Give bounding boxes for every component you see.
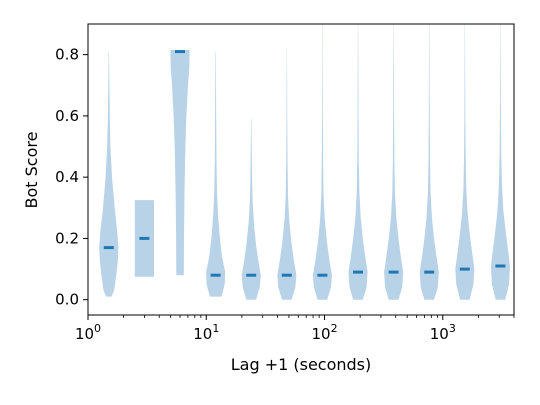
y-axis-label: Bot Score	[22, 132, 41, 209]
violin-12	[490, 24, 510, 300]
violin-1	[99, 51, 119, 297]
y-axis: 0.0 0.2 0.4 0.6 0.8	[55, 46, 88, 309]
violin-10	[419, 24, 439, 300]
violin-9	[384, 24, 404, 300]
x-tick-label-0: 100	[75, 322, 101, 343]
x-tick-label-1: 101	[193, 322, 219, 343]
violin-8	[348, 24, 368, 300]
violin-11	[455, 24, 475, 300]
y-tick-label-2: 0.4	[55, 168, 79, 186]
y-tick-label-0: 0.0	[55, 291, 79, 309]
x-axis-label: Lag +1 (seconds)	[231, 355, 372, 374]
median-markers-group	[103, 50, 506, 277]
y-tick-label-3: 0.6	[55, 107, 79, 125]
violin-4	[206, 51, 226, 297]
y-tick-label-1: 0.2	[55, 229, 79, 247]
x-tick-label-2: 102	[311, 322, 337, 343]
violin-5	[241, 119, 261, 300]
y-tick-label-4: 0.8	[55, 46, 79, 64]
violin-7	[312, 24, 332, 300]
violin-series-group	[99, 24, 510, 300]
plot-frame	[87, 23, 515, 316]
x-axis: 100 101 102 103	[75, 315, 515, 343]
x-tick-label-3: 103	[430, 322, 456, 343]
violin-3	[170, 50, 190, 276]
violin-6	[277, 48, 297, 300]
